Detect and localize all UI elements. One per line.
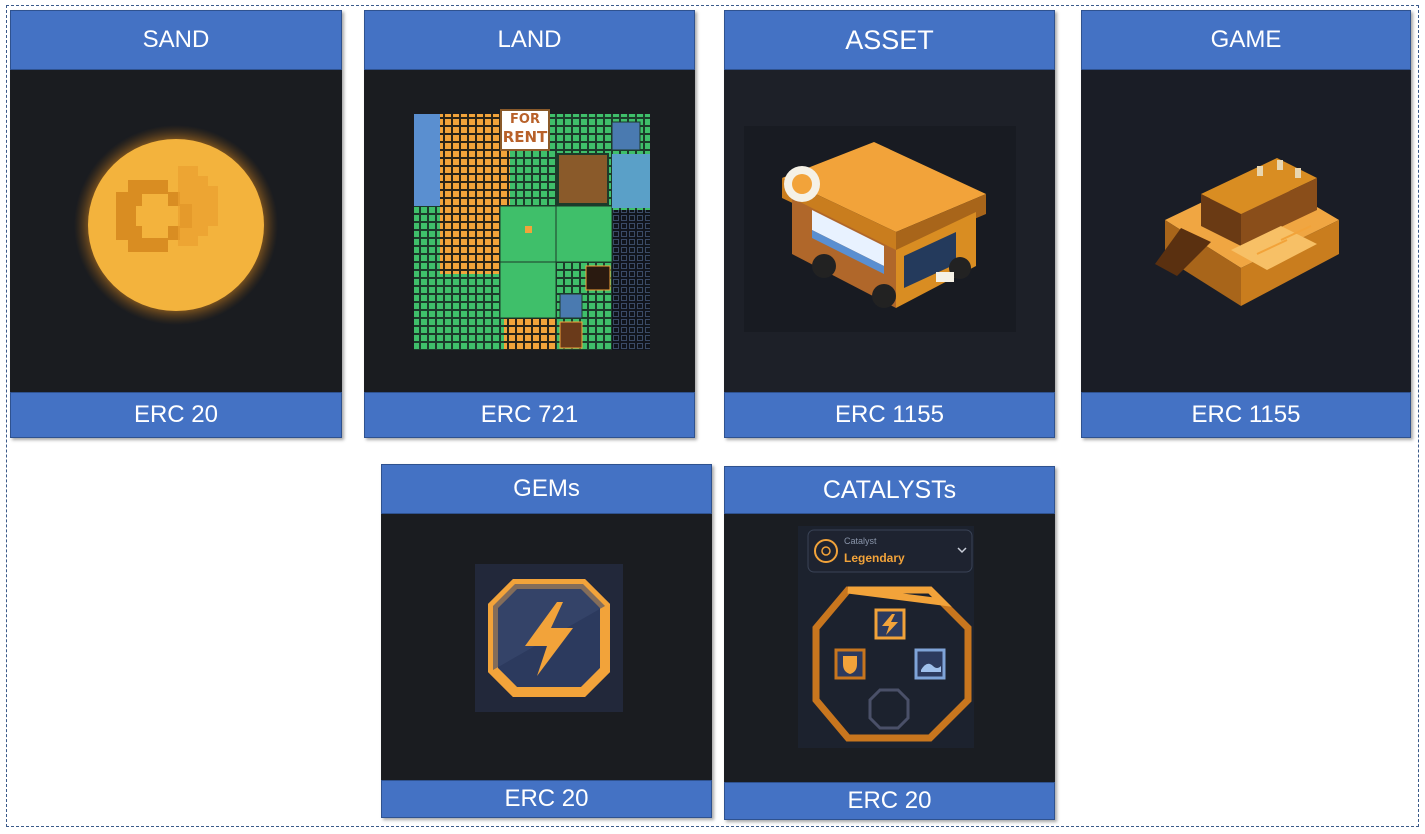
sign-line2: RENT: [503, 128, 548, 146]
dashed-frame: [6, 5, 1419, 827]
sign-line1: FOR: [510, 112, 540, 127]
catalyst-dropdown[interactable]: Catalyst Legendary: [807, 529, 973, 573]
land-map-icon: FOR RENT: [364, 70, 695, 392]
dropdown-label: Catalyst: [844, 536, 877, 546]
card-standard: ERC 1155: [1081, 392, 1411, 438]
food-truck-icon: [724, 70, 1055, 392]
lightning-socket-icon: [874, 608, 906, 640]
card-title: GEMs: [381, 464, 712, 514]
card-standard: ERC 20: [10, 392, 342, 438]
card-catalysts: CATALYSTs Catalyst Legendary: [724, 466, 1055, 820]
lightning-gem-icon: [381, 514, 712, 780]
card-standard: ERC 20: [381, 780, 712, 818]
card-title: CATALYSTs: [724, 466, 1055, 514]
card-sand: SAND ERC 20: [10, 10, 342, 438]
wave-socket-icon: [914, 648, 946, 680]
card-game: GAME ERC 1155: [1081, 10, 1411, 438]
sand-coin-icon: [10, 70, 342, 392]
dropdown-value: Legendary: [844, 551, 905, 565]
card-title: SAND: [10, 10, 342, 70]
card-land: LAND: [364, 10, 695, 438]
card-title: GAME: [1081, 10, 1411, 70]
card-standard: ERC 721: [364, 392, 695, 438]
card-gems: GEMs ERC 20: [381, 464, 712, 818]
card-standard: ERC 1155: [724, 392, 1055, 438]
card-standard: ERC 20: [724, 782, 1055, 820]
card-title: LAND: [364, 10, 695, 70]
card-asset: ASSET ERC 1155: [724, 10, 1055, 438]
card-title: ASSET: [724, 10, 1055, 70]
catalyst-socket-icon: Catalyst Legendary: [724, 514, 1055, 782]
shield-socket-icon: [834, 648, 866, 680]
empty-socket-icon: [868, 688, 910, 730]
chevron-down-icon: [957, 547, 967, 554]
game-building-icon: [1081, 70, 1411, 392]
